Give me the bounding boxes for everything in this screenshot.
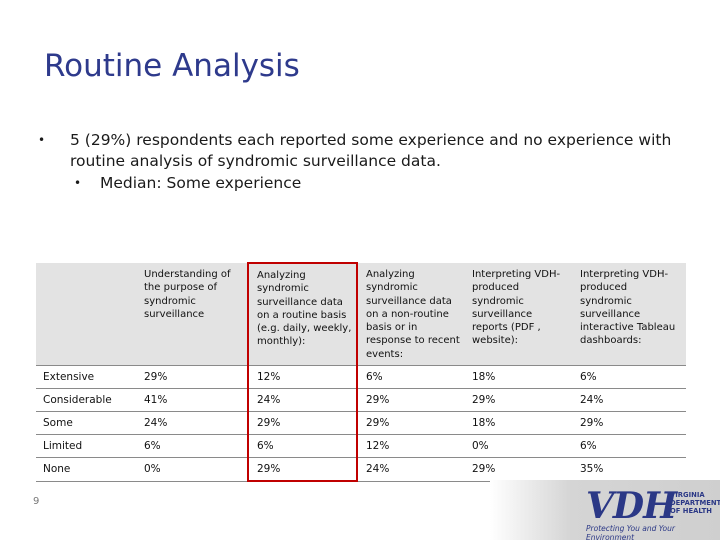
table-cell: 24%: [572, 388, 686, 413]
table-cell: 41%: [136, 388, 248, 413]
sub-bullet-text: Median: Some experience: [100, 174, 302, 192]
table-header-cell: Interpreting VDH-produced syndromic surv…: [572, 263, 686, 366]
table-cell: 18%: [464, 411, 572, 436]
table-cell: 12%: [247, 365, 358, 390]
table-header-cell: [36, 263, 136, 366]
table-cell: 6%: [247, 434, 358, 459]
table-header-cell-highlighted: Analyzing syndromic surveillance data on…: [247, 262, 358, 366]
logo-department-name: VIRGINIA DEPARTMENT OF HEALTH: [670, 491, 720, 515]
table-cell: 6%: [357, 365, 464, 390]
table-cell: 0%: [464, 434, 572, 459]
sub-bullet-item: • Median: Some experience: [38, 173, 688, 194]
table-cell: 29%: [464, 457, 572, 482]
table-cell: 29%: [247, 411, 358, 436]
logo-tagline: Protecting You and Your Environment: [586, 524, 675, 542]
row-label: Some: [36, 411, 136, 436]
table-cell: 29%: [357, 388, 464, 413]
table-header-cell: Interpreting VDH-produced syndromic surv…: [464, 263, 572, 366]
table-cell: 24%: [136, 411, 248, 436]
table-row: Extensive 29% 12% 6% 18% 6%: [36, 365, 686, 390]
table-cell: 0%: [136, 457, 248, 482]
row-label: Extensive: [36, 365, 136, 390]
table-cell: 29%: [247, 457, 358, 483]
bullet-text: 5 (29%) respondents each reported some e…: [70, 131, 672, 170]
bullet-dot-icon: •: [38, 133, 46, 147]
slide-title: Routine Analysis: [44, 48, 300, 84]
table-row: Some 24% 29% 29% 18% 29%: [36, 411, 686, 436]
table-cell: 6%: [572, 365, 686, 390]
table-cell: 29%: [572, 411, 686, 436]
table-cell: 29%: [464, 388, 572, 413]
table-cell: 12%: [357, 434, 464, 459]
results-table: Understanding of the purpose of syndromi…: [36, 262, 686, 483]
bullet-list: • 5 (29%) respondents each reported some…: [38, 130, 688, 194]
results-table-container: Understanding of the purpose of syndromi…: [36, 262, 686, 483]
table-header-row: Understanding of the purpose of syndromi…: [36, 262, 686, 366]
table-cell: 6%: [136, 434, 248, 459]
table-cell: 29%: [357, 411, 464, 436]
table-row: Limited 6% 6% 12% 0% 6%: [36, 434, 686, 459]
footer-logo-band: [490, 480, 720, 540]
vdh-logo-icon: VDH: [586, 485, 677, 527]
table-cell: 18%: [464, 365, 572, 390]
table-row: Considerable 41% 24% 29% 29% 24%: [36, 388, 686, 413]
table-cell: 24%: [357, 457, 464, 482]
table-row: None 0% 29% 24% 29% 35%: [36, 457, 686, 483]
row-label: Limited: [36, 434, 136, 459]
table-cell: 29%: [136, 365, 248, 390]
table-cell: 6%: [572, 434, 686, 459]
page-number: 9: [33, 496, 40, 507]
table-header-cell: Understanding of the purpose of syndromi…: [136, 263, 248, 366]
table-header-cell: Analyzing syndromic surveillance data on…: [357, 263, 464, 366]
row-label: Considerable: [36, 388, 136, 413]
bullet-dot-icon: •: [74, 176, 82, 190]
table-cell: 24%: [247, 388, 358, 413]
table-cell: 35%: [572, 457, 686, 482]
row-label: None: [36, 457, 136, 482]
bullet-item: • 5 (29%) respondents each reported some…: [38, 130, 688, 172]
